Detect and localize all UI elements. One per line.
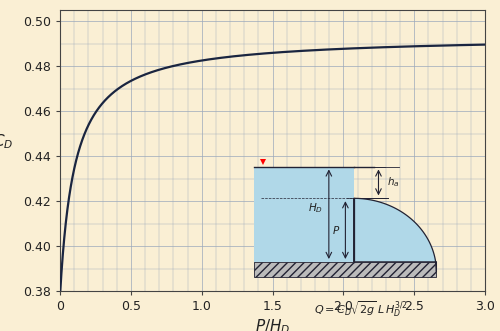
Text: $H_D$: $H_D$ xyxy=(308,201,324,215)
FancyBboxPatch shape xyxy=(254,166,354,262)
Text: $P$: $P$ xyxy=(332,224,340,236)
Y-axis label: $C_D$: $C_D$ xyxy=(0,132,14,151)
Polygon shape xyxy=(354,198,436,272)
Text: $h_a$: $h_a$ xyxy=(387,175,400,189)
Polygon shape xyxy=(254,262,436,276)
Text: $Q = C_D\sqrt{2g}\;L\,H_D^{3/2}$: $Q = C_D\sqrt{2g}\;L\,H_D^{3/2}$ xyxy=(314,299,408,319)
X-axis label: $P/H_D$: $P/H_D$ xyxy=(255,317,290,331)
